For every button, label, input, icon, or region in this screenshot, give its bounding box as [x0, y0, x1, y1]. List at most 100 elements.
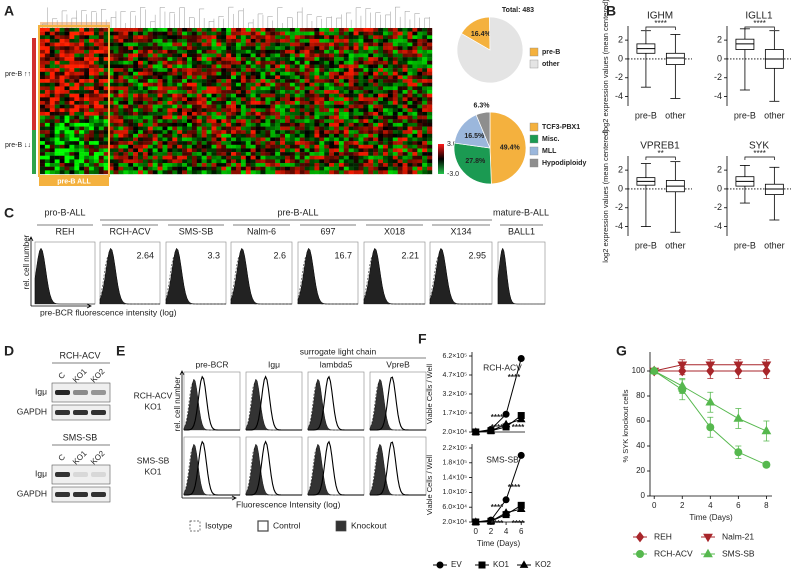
heatmap-cell: [373, 126, 379, 131]
heatmap-cell: [329, 42, 335, 47]
heatmap-cell: [172, 111, 178, 116]
heatmap-cell: [187, 155, 193, 160]
heatmap-cell: [260, 119, 266, 124]
heatmap-cell: [304, 86, 310, 91]
heatmap-cell: [304, 122, 310, 127]
heatmap-cell: [383, 115, 389, 120]
heatmap-cell: [289, 31, 295, 36]
y-tick-label: 60: [636, 416, 645, 425]
heatmap-cell: [69, 122, 75, 127]
heatmap-cell: [191, 31, 197, 36]
heatmap-cell: [162, 115, 168, 120]
heatmap-cell: [417, 79, 423, 83]
heatmap-cell: [240, 137, 246, 142]
heatmap-cell: [226, 130, 232, 135]
legend-label: SMS-SB: [722, 548, 755, 558]
heatmap-cell: [255, 38, 261, 43]
heatmap-cell: [201, 35, 207, 40]
heatmap-cell: [397, 71, 403, 76]
heatmap-cell: [108, 137, 114, 142]
heatmap-cell: [157, 148, 163, 153]
heatmap-cell: [275, 60, 281, 65]
heatmap-cell: [138, 82, 144, 87]
heatmap-cell: [113, 97, 119, 102]
heatmap-cell: [407, 93, 413, 98]
heatmap-cell: [84, 82, 90, 87]
heatmap-cell: [338, 159, 344, 164]
heatmap-cell: [299, 152, 305, 156]
heatmap-cell: [133, 137, 139, 142]
heatmap-cell: [417, 119, 423, 124]
heatmap-cell: [221, 93, 227, 98]
heatmap-cell: [392, 122, 398, 127]
heatmap-cell: [113, 163, 119, 167]
heatmap-cell: [378, 141, 384, 145]
heatmap-cell: [275, 101, 281, 105]
heatmap-cell: [79, 159, 85, 164]
heatmap-cell: [138, 53, 144, 58]
heatmap-cell: [118, 148, 124, 153]
heatmap-cell: [236, 108, 242, 113]
heatmap-cell: [309, 119, 315, 124]
heatmap-cell: [324, 115, 330, 120]
heatmap-cell: [118, 86, 124, 91]
heatmap-cell: [98, 28, 104, 32]
heatmap-cell: [221, 130, 227, 135]
heatmap-cell: [147, 42, 153, 47]
heatmap-cell: [196, 133, 202, 138]
heatmap-cell: [138, 97, 144, 102]
heatmap-cell: [265, 101, 271, 105]
heatmap-cell: [118, 57, 124, 62]
heatmap-cell: [329, 46, 335, 51]
heatmap-cell: [221, 38, 227, 43]
heatmap-cell: [353, 101, 359, 105]
heatmap-cell: [245, 82, 251, 87]
heatmap-cell: [187, 90, 193, 94]
heatmap-cell: [289, 79, 295, 83]
heatmap-cell: [338, 38, 344, 43]
heatmap-cell: [255, 71, 261, 76]
heatmap-cell: [338, 101, 344, 105]
heatmap-cell: [240, 57, 246, 62]
heatmap-cell: [309, 130, 315, 135]
heatmap-cell: [54, 75, 60, 80]
heatmap-cell: [343, 163, 349, 167]
heatmap-cell: [319, 141, 325, 145]
heatmap-cell: [196, 148, 202, 153]
heatmap-cell: [138, 35, 144, 40]
heatmap-cell: [402, 166, 408, 171]
heatmap-cell: [103, 53, 109, 58]
heatmap-cell: [260, 46, 266, 51]
heatmap-cell: [358, 82, 364, 87]
heatmap-cell: [402, 137, 408, 142]
heatmap-cell: [363, 144, 369, 149]
heatmap-cell: [187, 60, 193, 65]
heatmap-cell: [74, 108, 80, 113]
panel-label: E: [116, 343, 125, 359]
heatmap-cell: [417, 38, 423, 43]
heatmap-cell: [54, 97, 60, 102]
heatmap-cell: [196, 42, 202, 47]
heatmap-cell: [103, 46, 109, 51]
heatmap-cell: [79, 38, 85, 43]
heatmap-cell: [378, 53, 384, 58]
heatmap-cell: [329, 159, 335, 164]
heatmap-cell: [221, 79, 227, 83]
heatmap-cell: [167, 79, 173, 83]
heatmap-cell: [40, 82, 46, 87]
heatmap-cell: [123, 126, 129, 131]
heatmap-cell: [152, 71, 158, 76]
heatmap-cell: [265, 46, 271, 51]
heatmap-cell: [103, 86, 109, 91]
heatmap-cell: [74, 60, 80, 65]
heatmap-cell: [334, 79, 340, 83]
heatmap-cell: [329, 28, 335, 32]
cell-line-label: BALL1: [508, 226, 535, 236]
heatmap-cell: [392, 115, 398, 120]
heatmap-cell: [250, 108, 256, 113]
heatmap-cell: [196, 75, 202, 80]
heatmap-cell: [93, 93, 99, 98]
heatmap-cell: [383, 97, 389, 102]
heatmap-cell: [270, 152, 276, 156]
heatmap-cell: [373, 148, 379, 153]
